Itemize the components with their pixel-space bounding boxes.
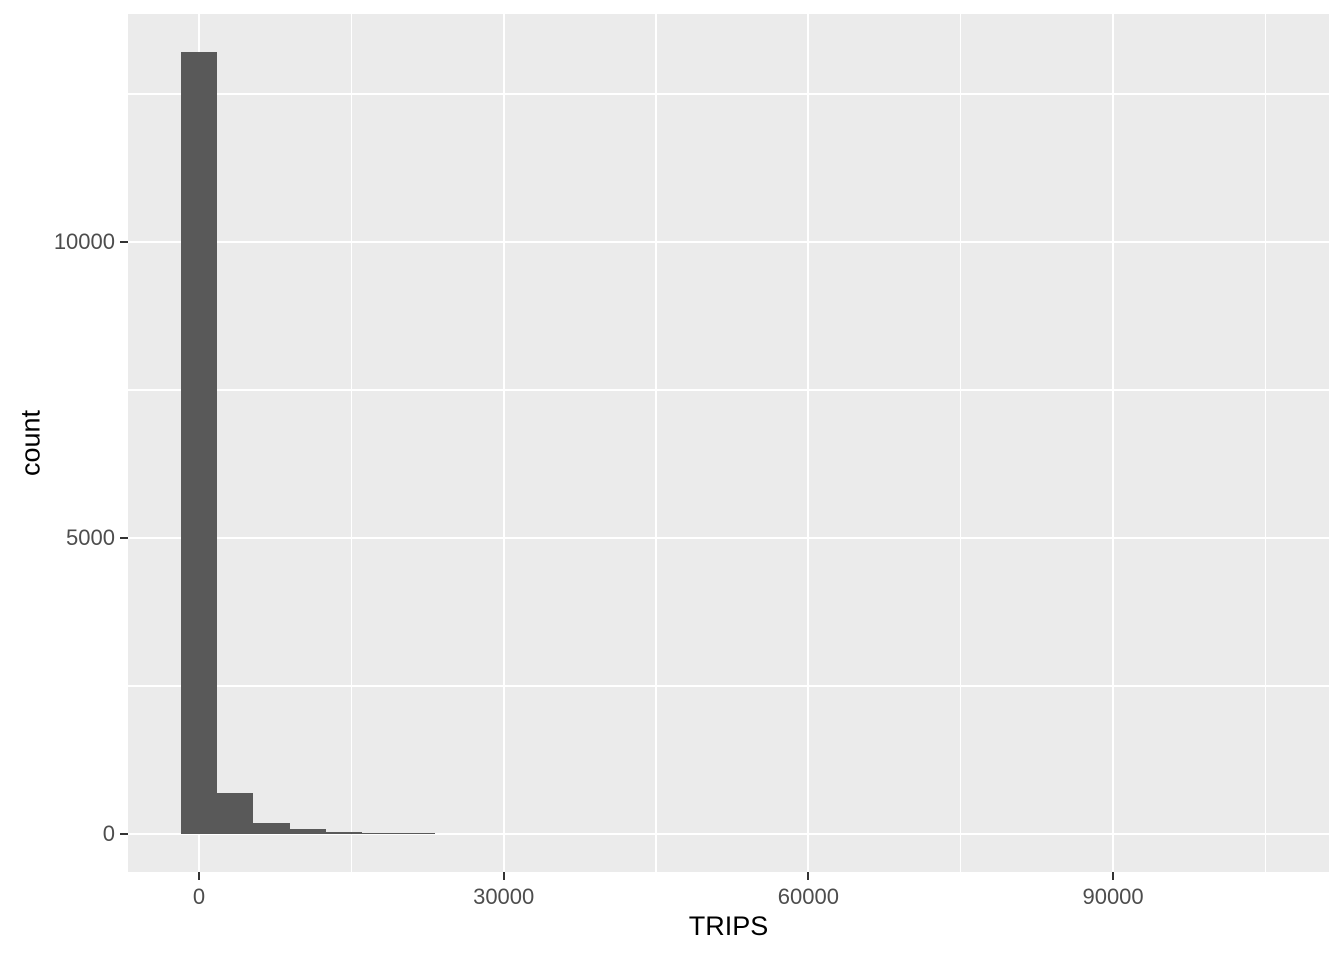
histogram-bar [326, 832, 363, 835]
histogram-bar [217, 793, 254, 835]
x-major-gridline [502, 14, 505, 872]
y-axis-title: count [15, 409, 46, 477]
x-major-gridline [1112, 14, 1115, 872]
y-major-gridline [128, 240, 1329, 243]
y-major-gridline [128, 537, 1329, 540]
histogram-bar [253, 823, 290, 835]
histogram-bar [398, 833, 435, 835]
x-minor-gridline [350, 14, 352, 872]
x-minor-gridline [1264, 14, 1266, 872]
histogram-bar [289, 829, 327, 835]
x-tick-mark [1112, 872, 1115, 880]
x-tick-label: 0 [192, 884, 206, 909]
x-major-gridline [807, 14, 810, 872]
y-tick-mark [120, 240, 128, 243]
x-axis-title: TRIPS [688, 911, 769, 941]
x-tick-label: 30000 [473, 884, 535, 909]
histogram-bar [362, 832, 399, 835]
x-minor-gridline [960, 14, 962, 872]
y-minor-gridline [128, 685, 1329, 687]
x-tick-label: 60000 [777, 884, 839, 909]
histogram-bar [180, 52, 218, 835]
y-minor-gridline [128, 93, 1329, 95]
plot-panel [128, 14, 1329, 872]
x-tick-mark [197, 872, 200, 880]
x-tick-mark [807, 872, 810, 880]
y-major-gridline [128, 833, 1329, 836]
y-tick-mark [120, 833, 128, 836]
y-tick-label: 0 [102, 821, 115, 847]
x-tick-mark [502, 872, 505, 880]
x-minor-gridline [655, 14, 657, 872]
y-tick-label: 10000 [53, 228, 115, 254]
y-tick-label: 5000 [66, 525, 115, 551]
x-tick-label: 90000 [1082, 884, 1144, 909]
y-tick-mark [120, 537, 128, 540]
y-minor-gridline [128, 389, 1329, 391]
